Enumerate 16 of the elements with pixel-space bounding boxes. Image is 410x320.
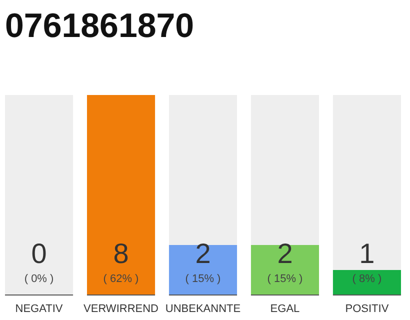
x-tick-label: EGAL	[270, 303, 300, 315]
annotation: ( 15% )	[267, 273, 303, 285]
data-label: 1	[359, 238, 375, 269]
x-tick-label: POSITIV	[345, 303, 390, 315]
data-label: 8	[113, 238, 129, 269]
annotation: ( 8% )	[352, 273, 382, 285]
chart-title: 0761861870	[5, 7, 194, 45]
annotation: ( 62% )	[103, 273, 139, 285]
annotation: ( 0% )	[24, 273, 54, 285]
x-tick-label: NEGATIV	[15, 303, 64, 315]
data-label: 2	[195, 238, 211, 269]
x-tick-label: VERWIRREND	[84, 303, 159, 315]
annotation: ( 15% )	[185, 273, 221, 285]
data-label: 0	[31, 238, 47, 269]
x-tick-label: UNBEKANNTE	[165, 303, 241, 315]
data-label: 2	[277, 238, 293, 269]
